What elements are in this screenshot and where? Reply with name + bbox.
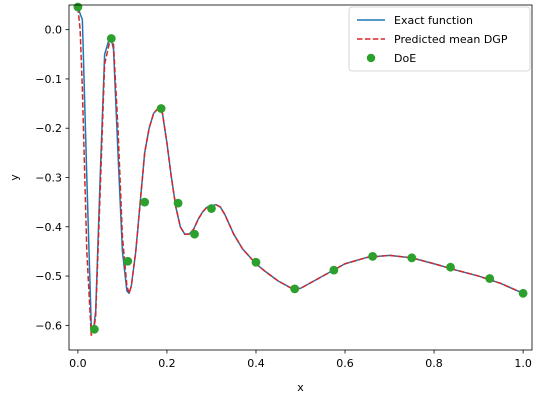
doe-point — [518, 288, 528, 298]
y-tick-label: 0.0 — [45, 24, 63, 37]
doe-point — [368, 251, 378, 261]
doe-point — [156, 104, 166, 113]
legend-swatch-doe — [366, 53, 376, 63]
doe-point — [407, 253, 417, 263]
x-axis-ticks: 0.0 0.2 0.4 0.6 0.8 1.0 — [69, 350, 532, 370]
doe-point — [329, 265, 339, 275]
doe-point — [173, 198, 183, 208]
doe-point — [73, 2, 83, 12]
doe-point — [251, 257, 261, 267]
x-tick-label: 0.6 — [336, 357, 354, 370]
y-tick-label: −0.2 — [35, 122, 62, 135]
y-axis-ticks: 0.0 −0.1 −0.2 −0.3 −0.4 −0.5 −0.6 — [35, 24, 69, 332]
legend: Exact function Predicted mean DGP DoE — [348, 6, 531, 72]
y-tick-label: −0.3 — [35, 172, 62, 185]
doe-point — [190, 229, 199, 239]
doe-point — [123, 256, 133, 266]
y-tick-label: −0.4 — [35, 221, 62, 234]
y-tick-label: −0.6 — [35, 319, 62, 332]
x-axis-label: x — [297, 381, 304, 394]
legend-label-doe: DoE — [394, 52, 416, 65]
doe-point — [140, 197, 150, 207]
x-tick-label: 0.4 — [247, 357, 265, 370]
y-axis-label: y — [8, 174, 21, 181]
y-tick-label: −0.1 — [35, 73, 62, 86]
x-tick-label: 0.0 — [69, 357, 87, 370]
doe-point — [290, 284, 300, 294]
predicted-mean-dgp-line — [77, 7, 524, 336]
legend-label-exact-function: Exact function — [394, 14, 473, 27]
doe-point — [106, 34, 116, 43]
x-tick-label: 0.8 — [425, 357, 443, 370]
doe-point — [485, 274, 495, 283]
x-tick-label: 1.0 — [514, 357, 532, 370]
legend-label-predicted-mean-dgp: Predicted mean DGP — [394, 33, 508, 46]
legend-box — [348, 6, 531, 72]
doe-point — [446, 262, 455, 272]
axes-frame — [68, 4, 533, 351]
doe-point — [89, 324, 99, 334]
y-tick-label: −0.5 — [35, 270, 62, 283]
doe-point — [207, 204, 216, 213]
x-tick-label: 0.2 — [158, 357, 176, 370]
